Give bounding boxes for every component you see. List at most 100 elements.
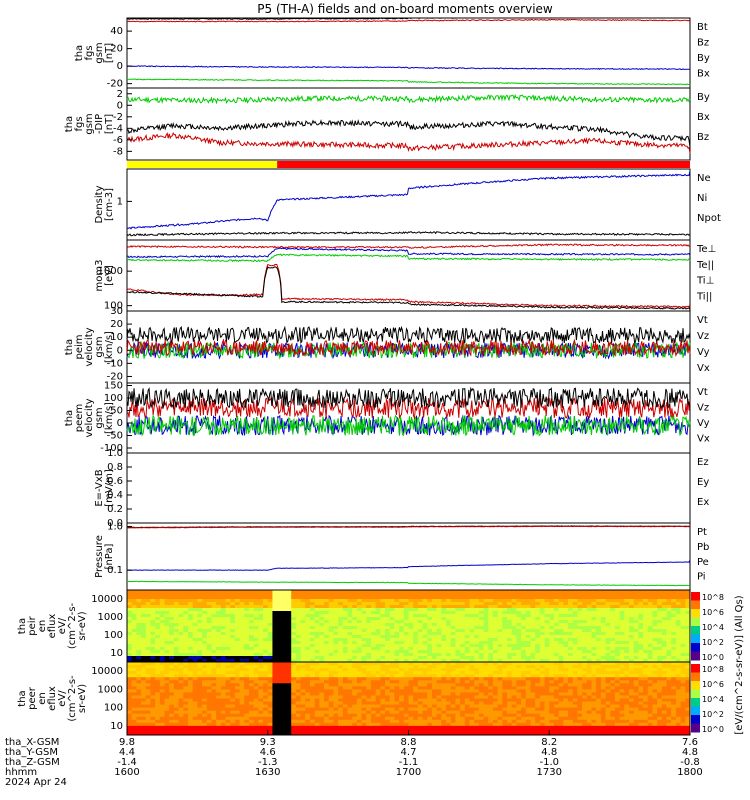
spectrogram-cell	[305, 668, 311, 672]
spectrogram-cell	[248, 701, 255, 705]
spectrogram-cell	[169, 611, 175, 615]
spectrogram-cell	[347, 617, 353, 621]
spectrogram-cell	[305, 611, 311, 615]
spectrogram-cell	[624, 623, 630, 627]
spectrogram-cell	[248, 635, 255, 639]
spectrogram-cell	[469, 689, 475, 693]
spectrogram-cell	[399, 671, 405, 675]
spectrogram-cell	[314, 653, 320, 657]
spectrogram-cell	[164, 728, 170, 733]
spectrogram-cell	[127, 719, 133, 724]
spectrogram-cell	[446, 602, 452, 606]
spectrogram-cell	[413, 632, 419, 636]
spectrogram-cell	[248, 638, 255, 642]
spectrogram-cell	[427, 725, 433, 730]
spectrogram-cell	[441, 659, 447, 663]
spectrogram-cell	[478, 713, 484, 718]
spectrogram-cell	[319, 629, 325, 633]
spectrogram-cell	[258, 701, 264, 705]
spectrogram-cell	[441, 695, 447, 699]
spectrogram-cell	[553, 608, 560, 612]
spectrogram-cell	[492, 653, 499, 657]
spectrogram-cell	[145, 677, 151, 681]
spectrogram-cell	[309, 608, 316, 612]
spectrogram-cell	[455, 677, 461, 681]
spectrogram-cell	[342, 719, 348, 724]
spectrogram-cell	[295, 716, 301, 721]
spectrogram-cell	[605, 623, 611, 627]
spectrogram-cell	[234, 671, 240, 675]
spectrogram-cell	[277, 599, 283, 603]
spectrogram-cell	[230, 716, 236, 721]
spectrogram-cell	[610, 638, 616, 642]
spectrogram-cell	[361, 716, 367, 721]
spectrogram-cell	[258, 623, 264, 627]
spectrogram-cell	[197, 611, 203, 615]
y-tick-label: 0	[117, 61, 123, 72]
spectrogram-cell	[596, 620, 602, 624]
y-axis-label: (cm^2-s-	[67, 602, 78, 649]
spectrogram-cell	[558, 635, 564, 639]
spectrogram-cell	[446, 719, 452, 724]
spectrogram-cell	[216, 614, 222, 618]
spectrogram-cell	[469, 668, 475, 672]
spectrogram-cell	[403, 602, 409, 606]
spectrogram-cell	[427, 665, 433, 669]
spectrogram-cell	[131, 731, 137, 736]
spectrogram-cell	[314, 713, 320, 718]
spectrogram-cell	[652, 650, 658, 654]
spectrogram-cell	[309, 728, 316, 733]
spectrogram-cell	[488, 722, 494, 727]
spectrogram-cell	[230, 605, 236, 609]
spectrogram-cell	[258, 680, 264, 684]
spectrogram-cell	[661, 605, 667, 609]
spectrogram-cell	[361, 656, 367, 660]
spectrogram-cell	[272, 686, 278, 690]
spectrogram-cell	[197, 716, 203, 721]
spectrogram-cell	[206, 662, 212, 666]
spectrogram-cell	[324, 719, 330, 724]
spectrogram-cell	[333, 668, 339, 672]
spectrogram-cell	[380, 707, 386, 712]
spectrogram-cell	[455, 728, 461, 733]
spectrogram-cell	[150, 632, 156, 636]
spectrogram-cell	[244, 626, 250, 630]
spectrogram-cell	[164, 662, 170, 666]
y-axis-label: eflux	[47, 614, 58, 639]
spectrogram-cell	[539, 659, 545, 663]
spectrogram-cell	[220, 644, 226, 648]
spectrogram-cell	[469, 701, 475, 705]
spectrogram-cell	[525, 617, 531, 621]
spectrogram-cell	[267, 593, 273, 597]
spectrogram-cell	[417, 599, 423, 603]
spectrogram-cell	[352, 638, 358, 642]
spectrogram-cell	[455, 662, 461, 666]
spectrogram-cell	[206, 674, 212, 678]
spectrogram-cell	[225, 686, 231, 690]
spectrogram-cell	[155, 683, 161, 687]
spectrogram-cell	[464, 617, 470, 621]
spectrogram-cell	[239, 704, 245, 709]
spectrogram-cell	[389, 692, 395, 696]
spectrogram-cell	[399, 683, 405, 687]
spectrogram-cell	[446, 590, 452, 594]
spectrogram-cell	[314, 596, 320, 600]
spectrogram-cell	[131, 638, 137, 642]
spectrogram-cell	[352, 647, 358, 651]
spectrogram-cell	[591, 608, 597, 612]
spectrogram-cell	[530, 605, 536, 609]
spectrogram-cell	[230, 620, 236, 624]
spectrogram-cell	[211, 686, 217, 690]
spectrogram-cell	[483, 629, 489, 633]
spectrogram-cell	[610, 653, 616, 657]
spectrogram-cell	[164, 677, 170, 681]
spectrogram-cell	[183, 653, 189, 657]
spectrogram-cell	[216, 701, 222, 705]
spectrogram-cell	[263, 629, 269, 633]
spectrogram-cell	[183, 725, 189, 730]
spectrogram-cell	[361, 599, 367, 603]
spectrogram-cell	[375, 728, 381, 733]
spectrogram-cell	[643, 620, 649, 624]
spectrogram-cell	[239, 620, 245, 624]
y-tick-label: 0.1	[107, 565, 123, 576]
